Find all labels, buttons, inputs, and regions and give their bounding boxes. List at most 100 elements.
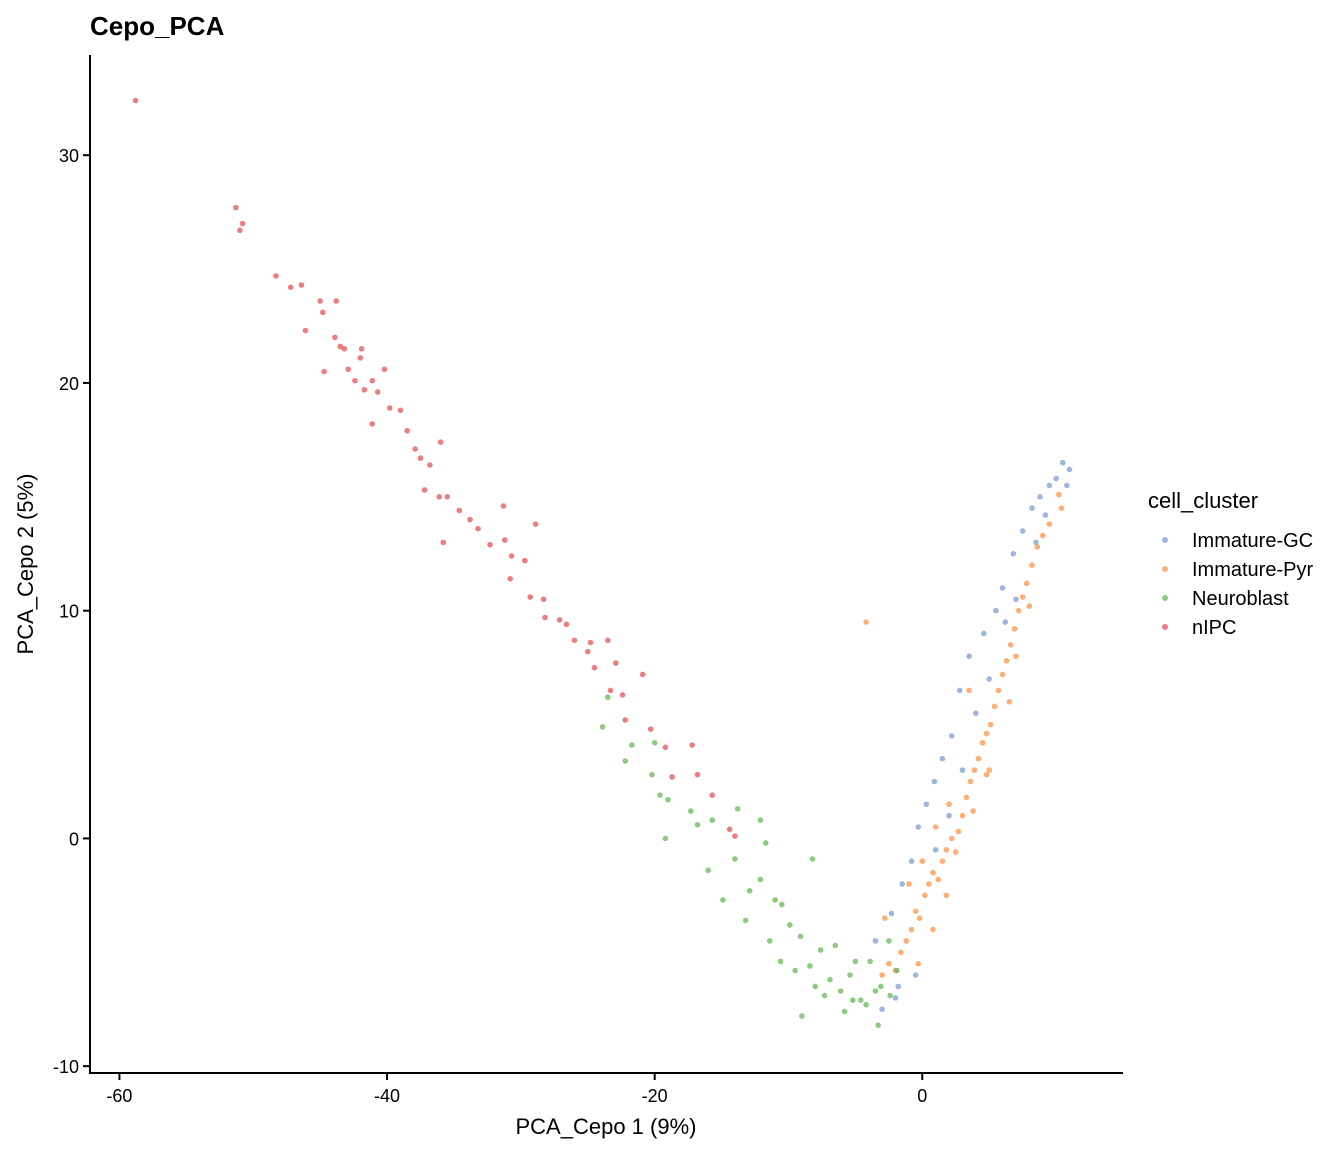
point-immature-gc: [946, 812, 952, 819]
point-immature-gc: [892, 995, 899, 1001]
point-immature-pyr: [1023, 580, 1030, 587]
point-nipc: [532, 521, 539, 527]
point-nipc: [732, 833, 738, 839]
point-immature-gc: [973, 710, 979, 716]
point-immature-pyr: [955, 828, 962, 835]
point-nipc: [239, 220, 246, 227]
point-neuroblast: [734, 806, 741, 812]
point-neuroblast: [732, 856, 738, 862]
point-immature-pyr: [926, 881, 932, 887]
point-immature-pyr: [971, 767, 978, 773]
point-immature-gc: [1033, 539, 1039, 546]
x-tick-label: 0: [917, 1086, 927, 1106]
point-neuroblast: [792, 967, 798, 974]
legend-title: cell_cluster: [1148, 488, 1258, 513]
point-immature-pyr: [1015, 607, 1022, 614]
point-neuroblast: [605, 694, 611, 701]
point-nipc: [341, 345, 348, 352]
point-neuroblast: [599, 724, 606, 730]
point-nipc: [352, 377, 358, 384]
point-nipc: [613, 660, 619, 666]
point-neuroblast: [807, 963, 813, 969]
point-neuroblast: [651, 739, 658, 746]
point-immature-pyr: [939, 858, 946, 865]
point-nipc: [358, 345, 365, 352]
point-nipc: [298, 282, 305, 288]
point-nipc: [694, 771, 701, 778]
point-immature-pyr: [863, 619, 869, 625]
point-nipc: [404, 427, 410, 434]
point-neuroblast: [694, 821, 701, 828]
point-neuroblast: [863, 1001, 869, 1008]
point-immature-pyr: [963, 794, 970, 801]
point-immature-gc: [1059, 459, 1066, 466]
point-neuroblast: [837, 988, 844, 994]
point-nipc: [427, 462, 433, 468]
point-immature-gc: [932, 847, 939, 853]
point-nipc: [412, 446, 418, 452]
point-immature-pyr: [915, 960, 922, 967]
point-immature-gc: [888, 910, 895, 917]
point-nipc: [591, 664, 598, 671]
point-nipc: [689, 742, 695, 748]
point-immature-gc: [1042, 512, 1049, 518]
point-neuroblast: [821, 992, 828, 999]
point-nipc: [332, 334, 338, 341]
point-immature-pyr: [930, 926, 936, 933]
point-nipc: [709, 792, 716, 798]
point-immature-pyr: [1029, 562, 1035, 568]
point-nipc: [605, 637, 611, 644]
point-neuroblast: [841, 1008, 848, 1015]
point-immature-pyr: [943, 847, 950, 853]
point-nipc: [607, 687, 614, 694]
point-nipc: [540, 596, 547, 603]
point-immature-pyr: [922, 892, 928, 899]
point-nipc: [361, 386, 368, 393]
point-nipc: [287, 284, 294, 291]
point-neuroblast: [709, 817, 716, 824]
point-immature-gc: [948, 733, 955, 739]
point-immature-gc: [981, 630, 987, 637]
point-immature-gc: [923, 801, 930, 808]
point-nipc: [669, 774, 675, 780]
point-immature-pyr: [932, 824, 939, 830]
point-immature-pyr: [906, 881, 912, 887]
point-nipc: [333, 298, 340, 304]
point-nipc: [436, 494, 443, 500]
point-nipc: [237, 227, 243, 234]
point-immature-gc: [1046, 482, 1053, 489]
point-nipc: [273, 273, 279, 279]
point-nipc: [233, 204, 239, 211]
point-immature-pyr: [1058, 505, 1065, 512]
point-neuroblast: [762, 840, 769, 846]
legend-label: nIPC: [1192, 617, 1236, 639]
point-nipc: [571, 637, 578, 644]
point-neuroblast: [872, 988, 879, 994]
point-neuroblast: [687, 808, 694, 814]
point-neuroblast: [757, 817, 764, 824]
x-ticks: -60 -40 -20 0: [106, 1073, 927, 1106]
point-immature-pyr: [919, 858, 926, 865]
y-tick-label: -10: [53, 1057, 79, 1077]
point-nipc: [357, 355, 364, 361]
legend-label: Immature-GC: [1192, 530, 1313, 552]
x-tick-label: -20: [642, 1086, 668, 1106]
point-immature-gc: [908, 858, 915, 865]
point-nipc: [622, 717, 629, 723]
point-nipc: [662, 744, 669, 751]
point-nipc: [321, 368, 327, 375]
point-immature-pyr: [1055, 491, 1062, 498]
y-ticks: -10 0 10 20 30: [53, 146, 90, 1077]
point-nipc: [417, 455, 424, 461]
point-immature-pyr: [1007, 642, 1014, 648]
point-neuroblast: [766, 938, 773, 944]
point-nipc: [639, 671, 646, 678]
point-immature-pyr: [1013, 653, 1019, 660]
point-nipc: [563, 621, 570, 628]
point-immature-pyr: [967, 778, 974, 785]
legend: cell_cluster Immature-GC Immature-Pyr Neur…: [1148, 488, 1313, 639]
point-neuroblast: [832, 942, 839, 949]
point-neuroblast: [665, 796, 671, 803]
point-neuroblast: [787, 922, 793, 928]
point-immature-pyr: [979, 739, 986, 746]
